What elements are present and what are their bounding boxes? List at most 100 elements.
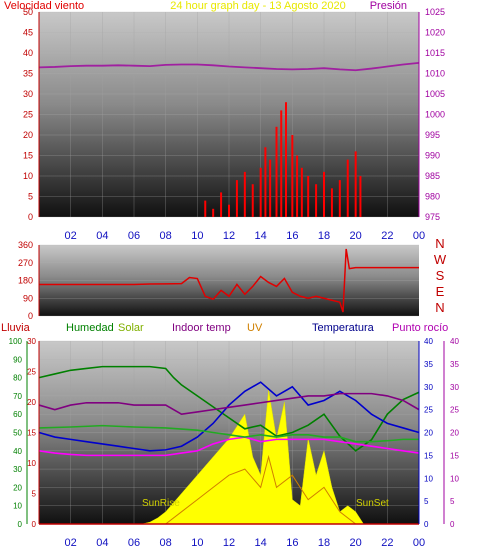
humidity-y-tick: 70 bbox=[13, 392, 22, 401]
compass-point: W bbox=[434, 252, 447, 267]
legend-item: Lluvia bbox=[1, 322, 31, 334]
x-tick-label: 10 bbox=[191, 537, 203, 549]
humidity-y-tick: 80 bbox=[13, 374, 22, 383]
pressure-y-tick: 1000 bbox=[425, 110, 445, 120]
pressure-line bbox=[38, 61, 420, 72]
temp-y-tick: 35 bbox=[424, 360, 433, 369]
direction-y-tick: 90 bbox=[23, 293, 33, 303]
top-x-ticks: 02 04 06 08 10 12 14 16 18 20 22 00 bbox=[65, 230, 426, 242]
wind-speed-label: Velocidad viento bbox=[4, 0, 84, 12]
series-line-temp-verde bbox=[38, 424, 419, 443]
humidity-y-tick: 20 bbox=[13, 483, 22, 492]
temp-y-tick: 20 bbox=[424, 429, 433, 438]
humidity-y-tick: 90 bbox=[13, 355, 22, 364]
pressure-y-tick: 975 bbox=[425, 212, 440, 222]
humidity-y-tick: 40 bbox=[13, 447, 22, 456]
indoor-y-tick: 30 bbox=[450, 383, 459, 392]
x-tick-label: 02 bbox=[65, 230, 77, 242]
indoor-y-tick: 25 bbox=[450, 406, 459, 415]
indoor-y-tick: 0 bbox=[450, 520, 455, 529]
indoor-y-tick: 40 bbox=[450, 337, 459, 346]
x-tick-label: 00 bbox=[413, 537, 425, 549]
direction-line bbox=[39, 248, 419, 313]
x-tick-label: 20 bbox=[350, 537, 362, 549]
indoor-y-tick: 10 bbox=[450, 474, 459, 483]
temp-y-tick: 40 bbox=[424, 337, 433, 346]
pressure-y-tick: 1010 bbox=[425, 69, 445, 79]
humidity-y-tick: 50 bbox=[13, 429, 22, 438]
rain-y-tick: 25 bbox=[27, 368, 36, 377]
x-tick-label: 22 bbox=[381, 537, 393, 549]
direction-y-ticks: 0 90 180 270 360 bbox=[18, 240, 33, 321]
rain-y-tick: 20 bbox=[27, 398, 36, 407]
direction-y-tick: 180 bbox=[18, 276, 33, 286]
x-tick-label: 04 bbox=[96, 537, 108, 549]
x-tick-label: 14 bbox=[255, 230, 267, 242]
top-y-ticks: 0510152025303540455097598098599099510001… bbox=[23, 7, 445, 222]
rain-y-tick: 30 bbox=[27, 337, 36, 346]
x-tick-label: 12 bbox=[223, 537, 235, 549]
wind-y-tick: 0 bbox=[28, 212, 33, 222]
temp-y-tick: 10 bbox=[424, 474, 433, 483]
x-tick-label: 18 bbox=[318, 230, 330, 242]
humidity-y-tick: 0 bbox=[18, 520, 23, 529]
weather-chart: Lluvia Humedad Solar Indoor temp UV Temperatu… bbox=[1, 322, 459, 549]
pressure-y-tick: 1020 bbox=[425, 28, 445, 38]
pressure-y-tick: 995 bbox=[425, 130, 440, 140]
sunset-label: SunSet bbox=[356, 498, 389, 509]
x-tick-label: 00 bbox=[413, 230, 425, 242]
wind-y-tick: 10 bbox=[23, 171, 33, 181]
x-tick-label: 12 bbox=[223, 230, 235, 242]
direction-y-tick: 360 bbox=[18, 240, 33, 250]
series-line-humedad bbox=[38, 365, 420, 452]
x-tick-label: 22 bbox=[381, 230, 393, 242]
wind-y-tick: 25 bbox=[23, 110, 33, 120]
temp-y-tick: 15 bbox=[424, 451, 433, 460]
indoor-y-tick: 5 bbox=[450, 497, 455, 506]
temp-y-tick: 5 bbox=[424, 497, 429, 506]
x-tick-label: 18 bbox=[318, 537, 330, 549]
wind-y-tick: 45 bbox=[23, 28, 33, 38]
legend-item: Punto rocío bbox=[392, 322, 448, 334]
humidity-y-tick: 10 bbox=[13, 502, 22, 511]
legend-item: Solar bbox=[118, 322, 144, 334]
rain-y-tick: 0 bbox=[32, 520, 37, 529]
x-tick-label: 20 bbox=[350, 230, 362, 242]
legend-item: Temperatura bbox=[312, 322, 375, 334]
wind-y-tick: 30 bbox=[23, 89, 33, 99]
x-tick-label: 06 bbox=[128, 230, 140, 242]
x-tick-label: 10 bbox=[191, 230, 203, 242]
temp-y-tick: 25 bbox=[424, 406, 433, 415]
pressure-y-tick: 990 bbox=[425, 151, 440, 161]
x-tick-label: 08 bbox=[160, 537, 172, 549]
legend-item: Indoor temp bbox=[172, 322, 231, 334]
direction-grid bbox=[39, 244, 419, 317]
x-tick-label: 02 bbox=[65, 537, 77, 549]
pressure-y-tick: 1015 bbox=[425, 48, 445, 58]
wind-y-tick: 20 bbox=[23, 130, 33, 140]
sunrise-label: SunRise bbox=[142, 498, 180, 509]
wind-y-tick: 35 bbox=[23, 69, 33, 79]
compass-point: N bbox=[435, 236, 444, 251]
pressure-y-tick: 1025 bbox=[425, 7, 445, 17]
x-tick-label: 16 bbox=[286, 230, 298, 242]
humidity-y-tick: 30 bbox=[13, 465, 22, 474]
wind-y-tick: 40 bbox=[23, 48, 33, 58]
x-tick-label: 14 bbox=[255, 537, 267, 549]
x-tick-label: 08 bbox=[160, 230, 172, 242]
compass-point: S bbox=[436, 268, 445, 283]
pressure-y-tick: 1005 bbox=[425, 89, 445, 99]
rain-y-tick: 15 bbox=[27, 429, 36, 438]
bottom-series bbox=[38, 365, 420, 525]
direction-series bbox=[39, 248, 419, 313]
humidity-y-tick: 60 bbox=[13, 410, 22, 419]
wind-y-tick: 5 bbox=[28, 192, 33, 202]
legend-item: Humedad bbox=[66, 322, 114, 334]
indoor-y-tick: 35 bbox=[450, 360, 459, 369]
pressure-y-tick: 985 bbox=[425, 171, 440, 181]
top-series bbox=[38, 61, 420, 217]
